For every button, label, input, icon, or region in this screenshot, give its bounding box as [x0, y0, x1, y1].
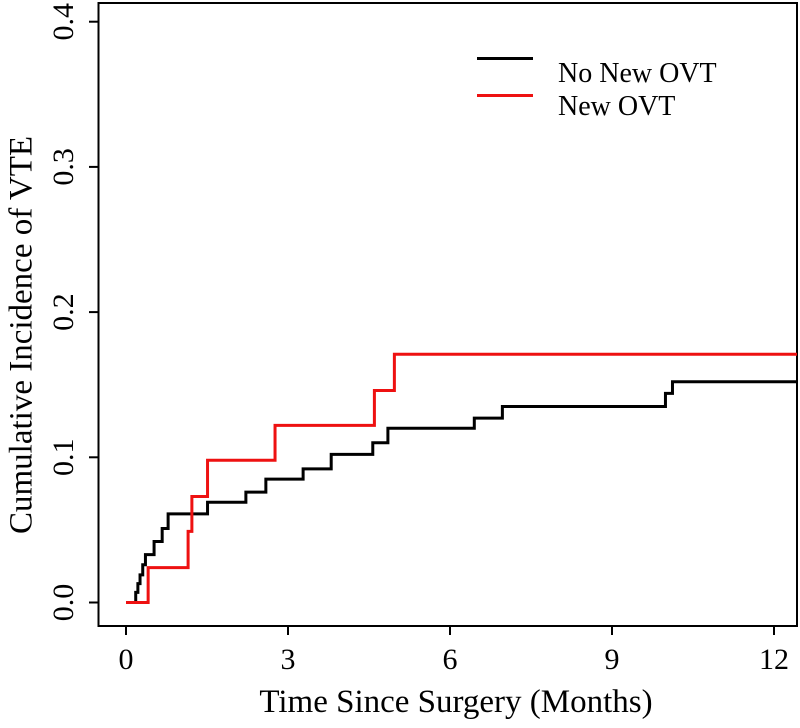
- x-tick-label: 3: [281, 643, 296, 676]
- legend-line-no-new-ovt: [477, 57, 533, 60]
- series-curve-new-ovt: [126, 352, 797, 604]
- y-tick-label: 0.0: [47, 584, 80, 622]
- legend-line-new-ovt: [477, 94, 533, 97]
- x-tick-label: 0: [119, 643, 134, 676]
- x-tick-label: 6: [443, 643, 458, 676]
- series-curve-no-new-ovt: [126, 380, 797, 604]
- x-axis-title: Time Since Surgery (Months): [259, 684, 653, 720]
- y-tick-label: 0.3: [47, 148, 80, 186]
- legend-label-new-ovt: New OVT: [558, 91, 676, 122]
- y-tick-label: 0.4: [47, 3, 80, 41]
- plot-box: [97, 2, 798, 627]
- y-axis-title: Cumulative Incidence of VTE: [3, 135, 40, 535]
- x-tick-label: 9: [605, 643, 620, 676]
- y-tick-label: 0.2: [47, 293, 80, 331]
- legend-label-no-new-ovt: No New OVT: [558, 58, 717, 89]
- x-tick-label: 12: [759, 643, 789, 676]
- y-tick-label: 0.1: [47, 439, 80, 477]
